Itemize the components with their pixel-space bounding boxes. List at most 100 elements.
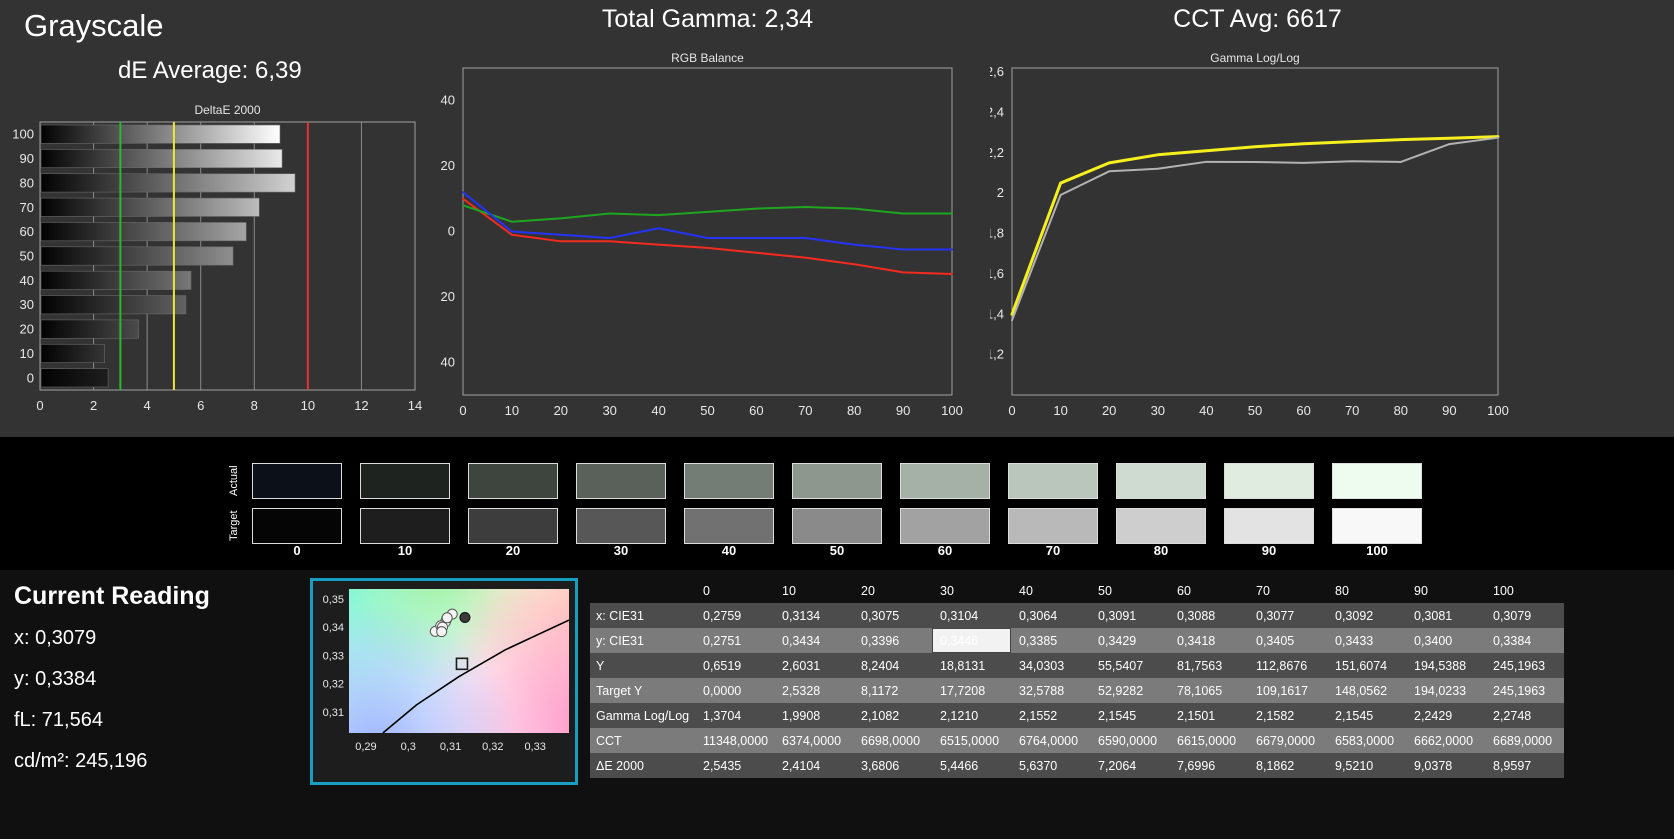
table-cell[interactable]: 78,1065 <box>1177 683 1223 698</box>
table-cell[interactable]: 6764,0000 <box>1019 733 1079 748</box>
table-cell[interactable]: 2,1210 <box>940 708 979 723</box>
table-cell[interactable]: 0,3418 <box>1177 633 1216 648</box>
current-reading-panel: Current Reading x: 0,3079 y: 0,3384 fL: … <box>14 582 210 791</box>
deltae-bar <box>40 173 296 193</box>
svg-text:70: 70 <box>798 403 812 418</box>
table-cell[interactable]: 194,0233 <box>1414 683 1467 698</box>
table-cell[interactable]: 0,3079 <box>1493 608 1532 623</box>
deltae-bar <box>40 149 283 169</box>
table-cell[interactable]: 2,5328 <box>782 683 821 698</box>
table-cell[interactable]: 6679,0000 <box>1256 733 1316 748</box>
table-cell[interactable]: 1,9908 <box>782 708 821 723</box>
svg-text:80: 80 <box>1394 403 1408 418</box>
table-cell[interactable]: 2,1082 <box>861 708 900 723</box>
table-cell[interactable]: 2,5435 <box>703 758 742 773</box>
table-cell[interactable]: 0,3400 <box>1414 633 1453 648</box>
table-cell[interactable]: 9,0378 <box>1414 758 1453 773</box>
table-cell[interactable]: 245,1963 <box>1493 658 1546 673</box>
table-row: ΔE 2000 2,5435 2,4104 3,6806 5,4466 5,6370 7,2… <box>590 753 1564 778</box>
table-cell[interactable]: 0,2759 <box>703 608 742 623</box>
table-cell[interactable]: 1,3704 <box>703 708 742 723</box>
page-title: Grayscale <box>24 8 164 43</box>
table-cell[interactable]: 2,2748 <box>1493 708 1532 723</box>
table-cell[interactable]: 0,3134 <box>782 608 821 623</box>
table-cell[interactable]: 0,3433 <box>1335 633 1374 648</box>
table-cell[interactable]: 7,6996 <box>1177 758 1216 773</box>
svg-text:50: 50 <box>20 249 34 264</box>
table-cell[interactable]: 112,8676 <box>1256 658 1308 673</box>
grayscale-swatch-strip: Actual Target 0 10 20 30 40 50 60 70 80 90 100 <box>0 437 1674 570</box>
table-cell[interactable]: 0,3384 <box>1493 633 1532 648</box>
measurement-table: 0 10 20 30 40 50 60 70 80 90 100 x: CIE31 0,2759 0,31… <box>590 578 1564 778</box>
table-cell[interactable]: 2,6031 <box>782 658 821 673</box>
table-cell[interactable]: 0,3081 <box>1414 608 1453 623</box>
table-cell[interactable]: 2,1582 <box>1256 708 1295 723</box>
table-cell[interactable]: 0,6519 <box>703 658 742 673</box>
table-cell[interactable]: 6374,0000 <box>782 733 842 748</box>
svg-text:60: 60 <box>20 224 34 239</box>
table-cell[interactable]: 52,9282 <box>1098 683 1144 698</box>
table-cell[interactable]: 148,0562 <box>1335 683 1388 698</box>
table-cell[interactable]: 0,3396 <box>861 633 900 648</box>
table-cell[interactable]: 6689,0000 <box>1493 733 1553 748</box>
current-reading-x: x: 0,3079 <box>14 627 97 649</box>
table-cell[interactable]: 6590,0000 <box>1098 733 1158 748</box>
table-cell[interactable]: 0,3104 <box>940 608 979 623</box>
table-cell[interactable]: 0,3088 <box>1177 608 1216 623</box>
table-cell[interactable]: 2,1552 <box>1019 708 1058 723</box>
cct-average-readout: CCT Avg: 6617 <box>1173 5 1342 33</box>
actual-swatch <box>252 463 342 499</box>
table-cell[interactable]: 0,3092 <box>1335 608 1374 623</box>
table-cell[interactable]: 151,6074 <box>1335 658 1388 673</box>
table-cell[interactable]: 0,3091 <box>1098 608 1137 623</box>
target-whitepoint-marker <box>455 657 469 671</box>
table-cell[interactable]: 0,3077 <box>1256 608 1295 623</box>
table-cell[interactable]: 55,5407 <box>1098 658 1144 673</box>
table-cell[interactable]: 0,3429 <box>1098 633 1137 648</box>
svg-text:6: 6 <box>197 398 204 413</box>
table-cell[interactable]: 11348,0000 <box>703 733 769 748</box>
table-cell[interactable]: 8,9597 <box>1493 758 1532 773</box>
table-cell[interactable]: 2,4104 <box>782 758 821 773</box>
table-cell[interactable]: 0,3405 <box>1256 633 1295 648</box>
table-cell[interactable]: 6698,0000 <box>861 733 921 748</box>
table-cell[interactable]: 8,1862 <box>1256 758 1295 773</box>
table-cell[interactable]: 6662,0000 <box>1414 733 1474 748</box>
table-cell[interactable]: 81,7563 <box>1177 658 1223 673</box>
table-cell[interactable]: 0,3434 <box>782 633 821 648</box>
table-cell[interactable]: 5,4466 <box>940 758 979 773</box>
table-cell[interactable]: 18,8131 <box>940 658 986 673</box>
target-swatch <box>1008 508 1098 544</box>
table-cell[interactable]: 3,6806 <box>861 758 900 773</box>
table-cell[interactable]: 17,7208 <box>940 683 986 698</box>
table-cell[interactable]: 8,1172 <box>861 683 899 698</box>
table-cell[interactable]: 2,1545 <box>1098 708 1137 723</box>
svg-text:0,35: 0,35 <box>323 594 344 606</box>
table-column-header: 70 <box>1256 583 1270 598</box>
svg-text:2,6: 2,6 <box>990 64 1004 79</box>
table-cell[interactable]: 194,5388 <box>1414 658 1467 673</box>
table-cell[interactable]: 5,6370 <box>1019 758 1058 773</box>
table-cell[interactable]: 109,1617 <box>1256 683 1309 698</box>
table-cell[interactable]: 2,1545 <box>1335 708 1374 723</box>
table-cell[interactable]: 34,0303 <box>1019 658 1065 673</box>
svg-text:0,29: 0,29 <box>355 741 376 753</box>
table-cell-selected[interactable]: 0,3446 <box>932 628 1011 653</box>
table-cell[interactable]: 6615,0000 <box>1177 733 1237 748</box>
table-cell[interactable]: 2,1501 <box>1177 708 1216 723</box>
table-cell[interactable]: 0,2751 <box>703 633 742 648</box>
table-cell[interactable]: 245,1963 <box>1493 683 1546 698</box>
table-cell[interactable]: 6583,0000 <box>1335 733 1395 748</box>
table-cell[interactable]: 9,5210 <box>1335 758 1374 773</box>
table-cell[interactable]: 0,3064 <box>1019 608 1058 623</box>
table-cell[interactable]: 6515,0000 <box>940 733 1000 748</box>
table-cell[interactable]: 8,2404 <box>861 658 900 673</box>
table-cell[interactable]: 2,2429 <box>1414 708 1453 723</box>
table-column-header: 10 <box>782 583 796 598</box>
table-cell[interactable]: 7,2064 <box>1098 758 1137 773</box>
table-row-label: CCT <box>596 733 622 748</box>
table-cell[interactable]: 0,3385 <box>1019 633 1058 648</box>
table-cell[interactable]: 0,3075 <box>861 608 900 623</box>
table-cell[interactable]: 0,0000 <box>703 683 742 698</box>
table-cell[interactable]: 32,5788 <box>1019 683 1065 698</box>
